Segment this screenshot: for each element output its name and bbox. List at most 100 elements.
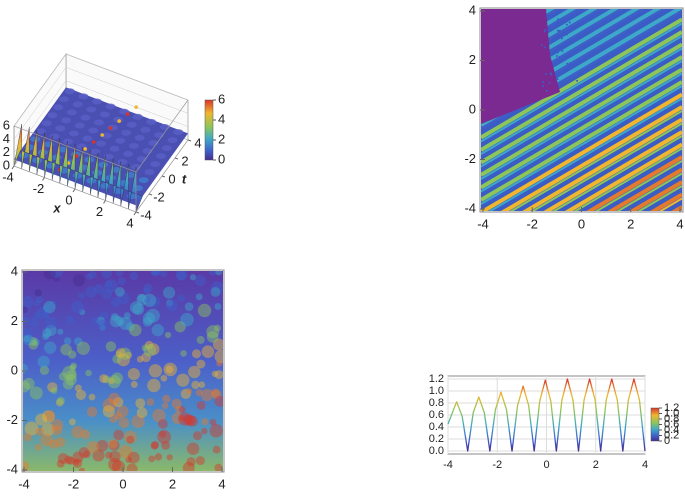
density-blob [23, 461, 30, 471]
density-blob [34, 289, 42, 297]
density-blob [110, 313, 119, 321]
density-blob [114, 286, 125, 297]
density-blob [143, 296, 151, 303]
contour-speck [561, 49, 564, 52]
density-blob [56, 459, 65, 468]
y-tick-label: -4 [6, 461, 18, 476]
surface-ridge [91, 140, 96, 144]
colorbar [204, 99, 214, 161]
contour-stripe [628, 180, 682, 211]
density-blob [136, 355, 144, 363]
density-blob [178, 406, 186, 413]
surface-bump [72, 101, 83, 108]
x-tick-label: -4 [443, 459, 453, 471]
density-blob [69, 364, 76, 371]
density-blob [175, 405, 183, 414]
density-blob [23, 327, 33, 339]
density-blob [42, 410, 55, 424]
y-tick-label: -4 [464, 200, 476, 215]
contour-plateau [481, 9, 560, 124]
density-blob [195, 293, 203, 301]
contour-speck [557, 46, 560, 49]
y-tick-label: 4 [194, 135, 201, 150]
density-blob [88, 393, 96, 401]
surface-bump [105, 103, 116, 110]
contour-speck [555, 55, 558, 58]
density-blob [115, 271, 124, 277]
contour-speck [558, 55, 561, 58]
density-blob [65, 374, 77, 386]
y-tick-label: 0 [469, 101, 476, 116]
density-blob [146, 308, 160, 323]
density-blob [80, 429, 91, 440]
density-blob [163, 362, 178, 377]
density-blob [55, 437, 66, 448]
contour-stripe [481, 17, 682, 140]
density-blob [50, 387, 58, 395]
density-blob [42, 328, 52, 338]
density-blob [209, 418, 217, 426]
density-blob [102, 398, 117, 412]
density-blob [144, 340, 154, 350]
contour-speck [543, 46, 546, 49]
contour-speck [545, 72, 548, 75]
contour-speck [542, 85, 545, 88]
y-tick-label: 1.0 [429, 385, 444, 397]
density-blob [118, 417, 130, 429]
surface-bump [96, 140, 106, 147]
surface-bump [138, 177, 149, 184]
x-tick-label: 0 [119, 476, 126, 491]
density-blob [40, 433, 54, 447]
density-blob [75, 389, 87, 401]
contour-speck [576, 79, 579, 82]
colorbar-tick-label: 1.0 [664, 407, 679, 419]
density-blob [178, 412, 192, 426]
surface-bump [144, 169, 155, 176]
density-blob [142, 293, 157, 307]
density-blob [117, 277, 126, 286]
contour-stripe [616, 172, 682, 211]
density-blob [196, 400, 206, 410]
contour-speck [553, 39, 556, 42]
density-blob [129, 271, 139, 281]
colorbar-tick-label: 6 [218, 91, 225, 106]
density-blob [55, 398, 64, 407]
density-blob [166, 299, 174, 307]
surface-bump [80, 114, 91, 121]
density-blob [143, 287, 151, 295]
density-blob [215, 271, 223, 276]
surface-bump [55, 125, 66, 132]
density-blob [214, 463, 223, 471]
surface-ridge [117, 119, 121, 123]
density-blob [23, 296, 34, 308]
density-blob [113, 429, 124, 441]
grid-line [13, 80, 67, 153]
density-blob [104, 279, 118, 293]
density-blob [200, 388, 214, 402]
density-blob [72, 451, 84, 463]
x-tick [11, 165, 15, 170]
density-blob [158, 419, 168, 429]
density-blob [71, 425, 84, 439]
contour-speck [542, 81, 545, 84]
contour-speck [556, 78, 559, 81]
contour-stripe [481, 232, 682, 350]
density-blob [24, 421, 39, 436]
density-blob [79, 309, 86, 316]
density-blob [161, 440, 171, 450]
surface-bump [109, 145, 120, 152]
density-blob [125, 322, 135, 332]
x-tick-label: -2 [526, 216, 538, 231]
density-blob [157, 429, 171, 444]
surface-bump [150, 161, 161, 168]
x-tick-label: 2 [593, 459, 599, 471]
density-blob [91, 317, 100, 326]
x-tick-label: -4 [2, 169, 14, 184]
contour-speck [573, 88, 576, 91]
density-blob [209, 424, 223, 438]
density-blob [78, 292, 86, 300]
y-tick-label: 2 [11, 313, 18, 328]
density-blob [86, 406, 98, 417]
y-tick-label: 0 [11, 362, 18, 377]
